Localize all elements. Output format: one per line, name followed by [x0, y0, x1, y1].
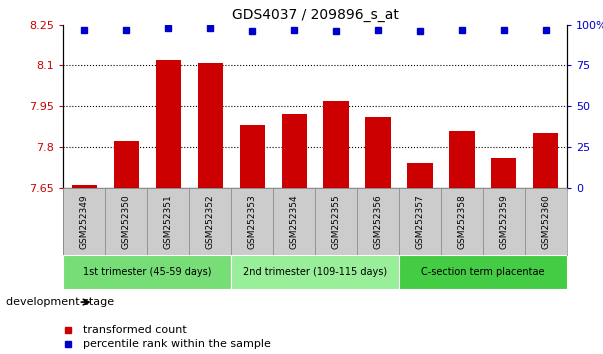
Bar	[63, 188, 106, 255]
Text: GSM252353: GSM252353	[248, 194, 257, 249]
Bar	[239, 125, 265, 188]
Bar	[491, 158, 516, 188]
Bar	[399, 255, 567, 289]
Text: GSM252358: GSM252358	[458, 194, 467, 249]
Bar	[408, 163, 432, 188]
Bar	[156, 60, 181, 188]
Text: development stage: development stage	[6, 297, 114, 307]
Text: GSM252350: GSM252350	[122, 194, 131, 249]
Bar	[399, 188, 441, 255]
Bar	[113, 142, 139, 188]
Bar	[198, 63, 223, 188]
Text: GSM252355: GSM252355	[332, 194, 341, 249]
Bar	[449, 131, 475, 188]
Bar	[72, 185, 97, 188]
Bar	[147, 188, 189, 255]
Text: percentile rank within the sample: percentile rank within the sample	[83, 339, 271, 349]
Title: GDS4037 / 209896_s_at: GDS4037 / 209896_s_at	[232, 8, 399, 22]
Text: 2nd trimester (109-115 days): 2nd trimester (109-115 days)	[243, 267, 387, 277]
Text: 1st trimester (45-59 days): 1st trimester (45-59 days)	[83, 267, 212, 277]
Bar	[231, 188, 273, 255]
Bar	[106, 188, 147, 255]
Text: GSM252359: GSM252359	[499, 194, 508, 249]
Bar	[483, 188, 525, 255]
Text: GSM252360: GSM252360	[541, 194, 551, 249]
Text: GSM252352: GSM252352	[206, 194, 215, 249]
Bar	[189, 188, 231, 255]
Text: C-section term placentae: C-section term placentae	[421, 267, 545, 277]
Text: GSM252357: GSM252357	[415, 194, 425, 249]
Text: GSM252351: GSM252351	[163, 194, 172, 249]
Bar	[282, 114, 307, 188]
Bar	[231, 255, 399, 289]
Text: GSM252356: GSM252356	[373, 194, 382, 249]
Text: GSM252354: GSM252354	[289, 194, 298, 249]
Bar	[365, 117, 391, 188]
Bar	[323, 101, 349, 188]
Text: GSM252349: GSM252349	[80, 194, 89, 249]
Bar	[533, 133, 558, 188]
Bar	[525, 188, 567, 255]
Bar	[357, 188, 399, 255]
Bar	[273, 188, 315, 255]
Bar	[315, 188, 357, 255]
Bar	[63, 255, 231, 289]
Text: transformed count: transformed count	[83, 325, 187, 335]
Bar	[441, 188, 483, 255]
